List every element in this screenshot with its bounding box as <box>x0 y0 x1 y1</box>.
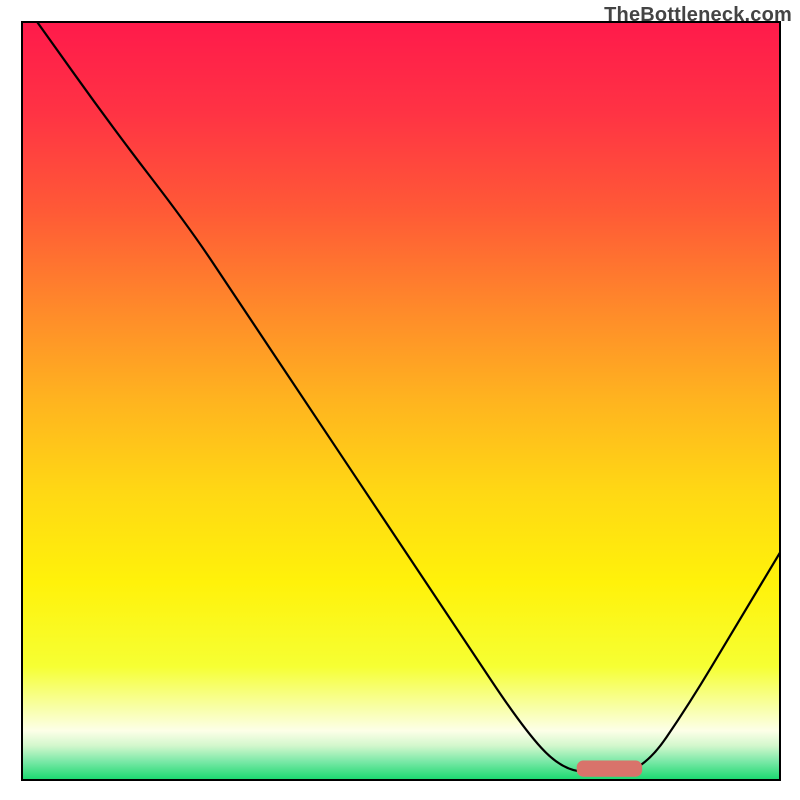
watermark-text: TheBottleneck.com <box>604 4 792 27</box>
optimal-marker <box>577 761 641 776</box>
chart-container: TheBottleneck.com <box>0 0 800 800</box>
bottleneck-chart <box>0 0 800 800</box>
plot-background <box>22 22 780 780</box>
